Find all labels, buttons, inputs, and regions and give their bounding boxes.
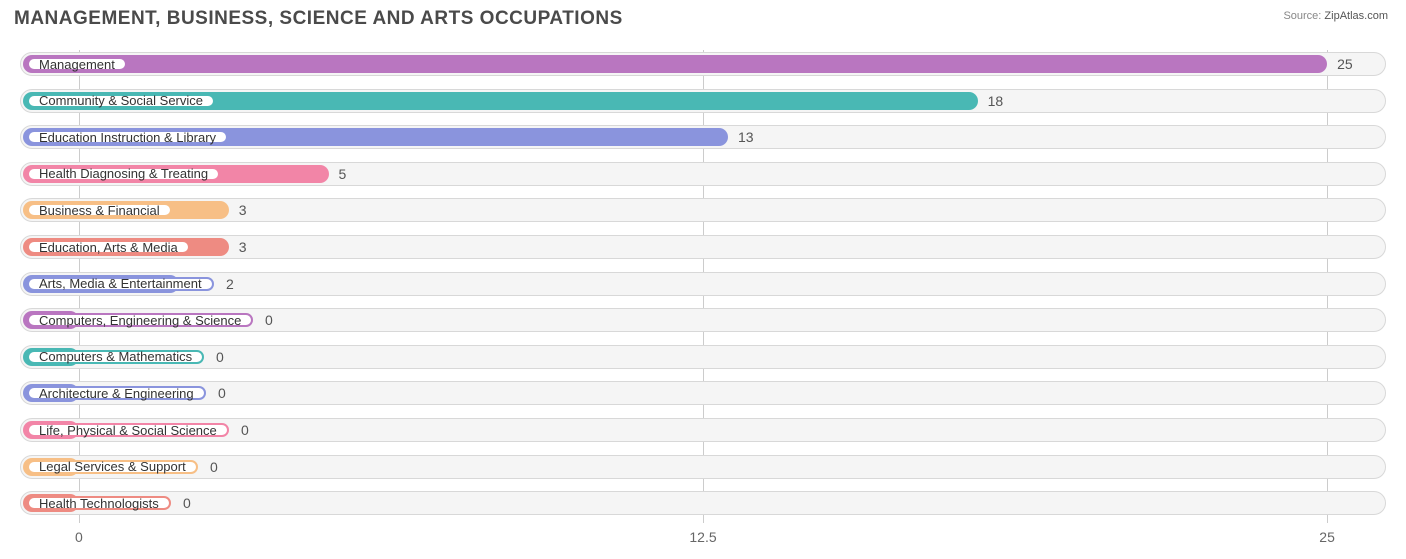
bar-fill	[23, 55, 1327, 73]
bar-label: Architecture & Engineering	[39, 386, 194, 401]
bar-label: Arts, Media & Entertainment	[39, 276, 202, 291]
bar-value: 0	[183, 495, 191, 511]
bar-row: Life, Physical & Social Science 0	[14, 416, 1392, 444]
source-attribution: Source: ZipAtlas.com	[1283, 10, 1388, 22]
chart-title: MANAGEMENT, BUSINESS, SCIENCE AND ARTS O…	[14, 8, 623, 30]
bar-row: Architecture & Engineering 0	[14, 379, 1392, 407]
chart-area: Management25Community & Social Service18…	[14, 38, 1392, 547]
bar-value: 0	[210, 459, 218, 475]
x-tick-label: 0	[75, 529, 83, 545]
bar-label-pill: Community & Social Service	[27, 94, 215, 108]
bar-track	[20, 455, 1386, 479]
bar-value: 5	[339, 166, 347, 182]
bar-value: 0	[218, 385, 226, 401]
bar-value: 0	[241, 422, 249, 438]
bar-label-pill: Education Instruction & Library	[27, 130, 228, 144]
bar-label: Education, Arts & Media	[39, 240, 178, 255]
bar-value: 25	[1337, 56, 1353, 72]
bar-label-pill: Health Diagnosing & Treating	[27, 167, 220, 181]
x-tick-label: 25	[1319, 529, 1335, 545]
bar-value: 18	[988, 93, 1004, 109]
bar-label: Education Instruction & Library	[39, 130, 216, 145]
bar-value: 0	[216, 349, 224, 365]
bar-label: Management	[39, 57, 115, 72]
bar-row: Education, Arts & Media 3	[14, 233, 1392, 261]
bar-track	[20, 345, 1386, 369]
bar-row: Legal Services & Support 0	[14, 453, 1392, 481]
bar-row: Management 25	[14, 50, 1392, 78]
bar-label: Business & Financial	[39, 203, 160, 218]
x-axis: 0 12.5 25	[14, 527, 1392, 547]
chart-container: MANAGEMENT, BUSINESS, SCIENCE AND ARTS O…	[0, 0, 1406, 559]
bar-label: Health Technologists	[39, 496, 159, 511]
bar-track	[20, 491, 1386, 515]
bar-label: Legal Services & Support	[39, 459, 186, 474]
bar-label-pill: Business & Financial	[27, 203, 172, 217]
bar-label: Computers & Mathematics	[39, 349, 192, 364]
bar-value: 2	[226, 276, 234, 292]
bar-label-pill: Architecture & Engineering	[27, 386, 206, 400]
plot-area: Management25Community & Social Service18…	[14, 50, 1392, 523]
bar-label-pill: Management	[27, 57, 127, 71]
bar-label: Life, Physical & Social Science	[39, 423, 217, 438]
bar-label-pill: Arts, Media & Entertainment	[27, 277, 214, 291]
bar-label-pill: Computers, Engineering & Science	[27, 313, 253, 327]
bar-row: Arts, Media & Entertainment 2	[14, 270, 1392, 298]
bar-label-pill: Education, Arts & Media	[27, 240, 190, 254]
x-tick-label: 12.5	[689, 529, 716, 545]
bar-label-pill: Computers & Mathematics	[27, 350, 204, 364]
bar-label-pill: Life, Physical & Social Science	[27, 423, 229, 437]
bar-row: Education Instruction & Library 13	[14, 123, 1392, 151]
bar-track	[20, 272, 1386, 296]
bar-row: Health Diagnosing & Treating 5	[14, 160, 1392, 188]
source-value: ZipAtlas.com	[1324, 10, 1388, 22]
bar-row: Community & Social Service 18	[14, 87, 1392, 115]
bar-value: 3	[239, 202, 247, 218]
bar-value: 0	[265, 312, 273, 328]
bar-label: Computers, Engineering & Science	[39, 313, 241, 328]
bar-label-pill: Health Technologists	[27, 496, 171, 510]
bar-row: Computers & Mathematics 0	[14, 343, 1392, 371]
bar-value: 3	[239, 239, 247, 255]
source-label: Source:	[1283, 10, 1321, 22]
bar-label: Health Diagnosing & Treating	[39, 166, 208, 181]
bar-row: Computers, Engineering & Science 0	[14, 306, 1392, 334]
bar-row: Business & Financial 3	[14, 196, 1392, 224]
bar-label: Community & Social Service	[39, 93, 203, 108]
bar-row: Health Technologists 0	[14, 489, 1392, 517]
bar-label-pill: Legal Services & Support	[27, 460, 198, 474]
bar-value: 13	[738, 129, 754, 145]
